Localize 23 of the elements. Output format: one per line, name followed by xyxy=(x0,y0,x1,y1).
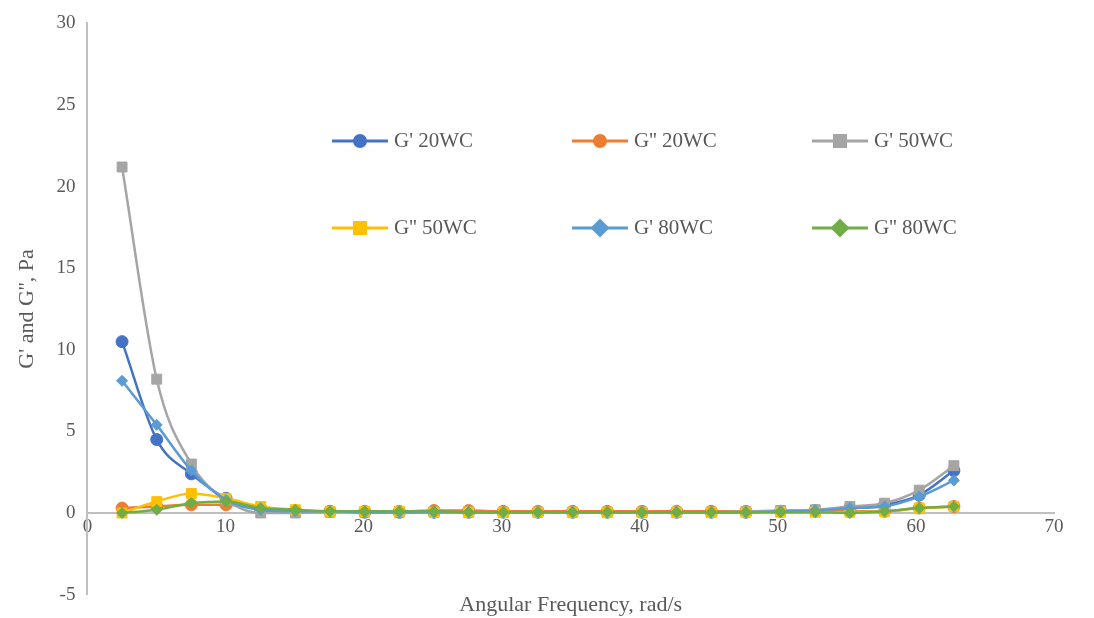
x-tick-label: 70 xyxy=(1044,515,1064,537)
y-tick-label: 10 xyxy=(56,337,76,359)
x-tick-label: 30 xyxy=(492,515,512,537)
x-axis-title: Angular Frequency, rad/s xyxy=(459,590,683,616)
y-tick-label: 5 xyxy=(65,419,76,441)
y-tick-label: 20 xyxy=(56,174,76,196)
x-tick-label: 10 xyxy=(215,515,235,537)
legend-label: G' 80WC xyxy=(634,215,714,240)
x-tick-label: 60 xyxy=(906,515,926,537)
x-tick-label: 50 xyxy=(768,515,788,537)
y-tick-label: -5 xyxy=(59,582,76,604)
legend-label: G'' 80WC xyxy=(874,215,957,240)
y-tick-label: 0 xyxy=(65,500,76,522)
legend-label: G'' 20WC xyxy=(634,128,717,153)
y-tick-label: 25 xyxy=(56,92,76,114)
y-tick-label: 30 xyxy=(56,11,76,33)
y-axis-title: G' and G'', Pa xyxy=(12,249,38,369)
legend-label: G' 50WC xyxy=(874,128,954,153)
legend-label: G'' 50WC xyxy=(394,215,477,240)
y-tick-label: 15 xyxy=(56,256,76,278)
x-tick-label: 20 xyxy=(354,515,374,537)
legend-label: G' 20WC xyxy=(394,128,474,153)
x-tick-label: 40 xyxy=(630,515,650,537)
